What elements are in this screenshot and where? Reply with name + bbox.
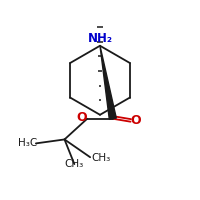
Text: CH₃: CH₃ bbox=[65, 159, 84, 169]
Text: CH₃: CH₃ bbox=[91, 153, 110, 163]
Text: H₃C: H₃C bbox=[18, 138, 37, 148]
Polygon shape bbox=[100, 46, 116, 119]
Text: NH₂: NH₂ bbox=[88, 32, 112, 45]
Text: O: O bbox=[131, 114, 141, 127]
Text: O: O bbox=[76, 111, 87, 124]
